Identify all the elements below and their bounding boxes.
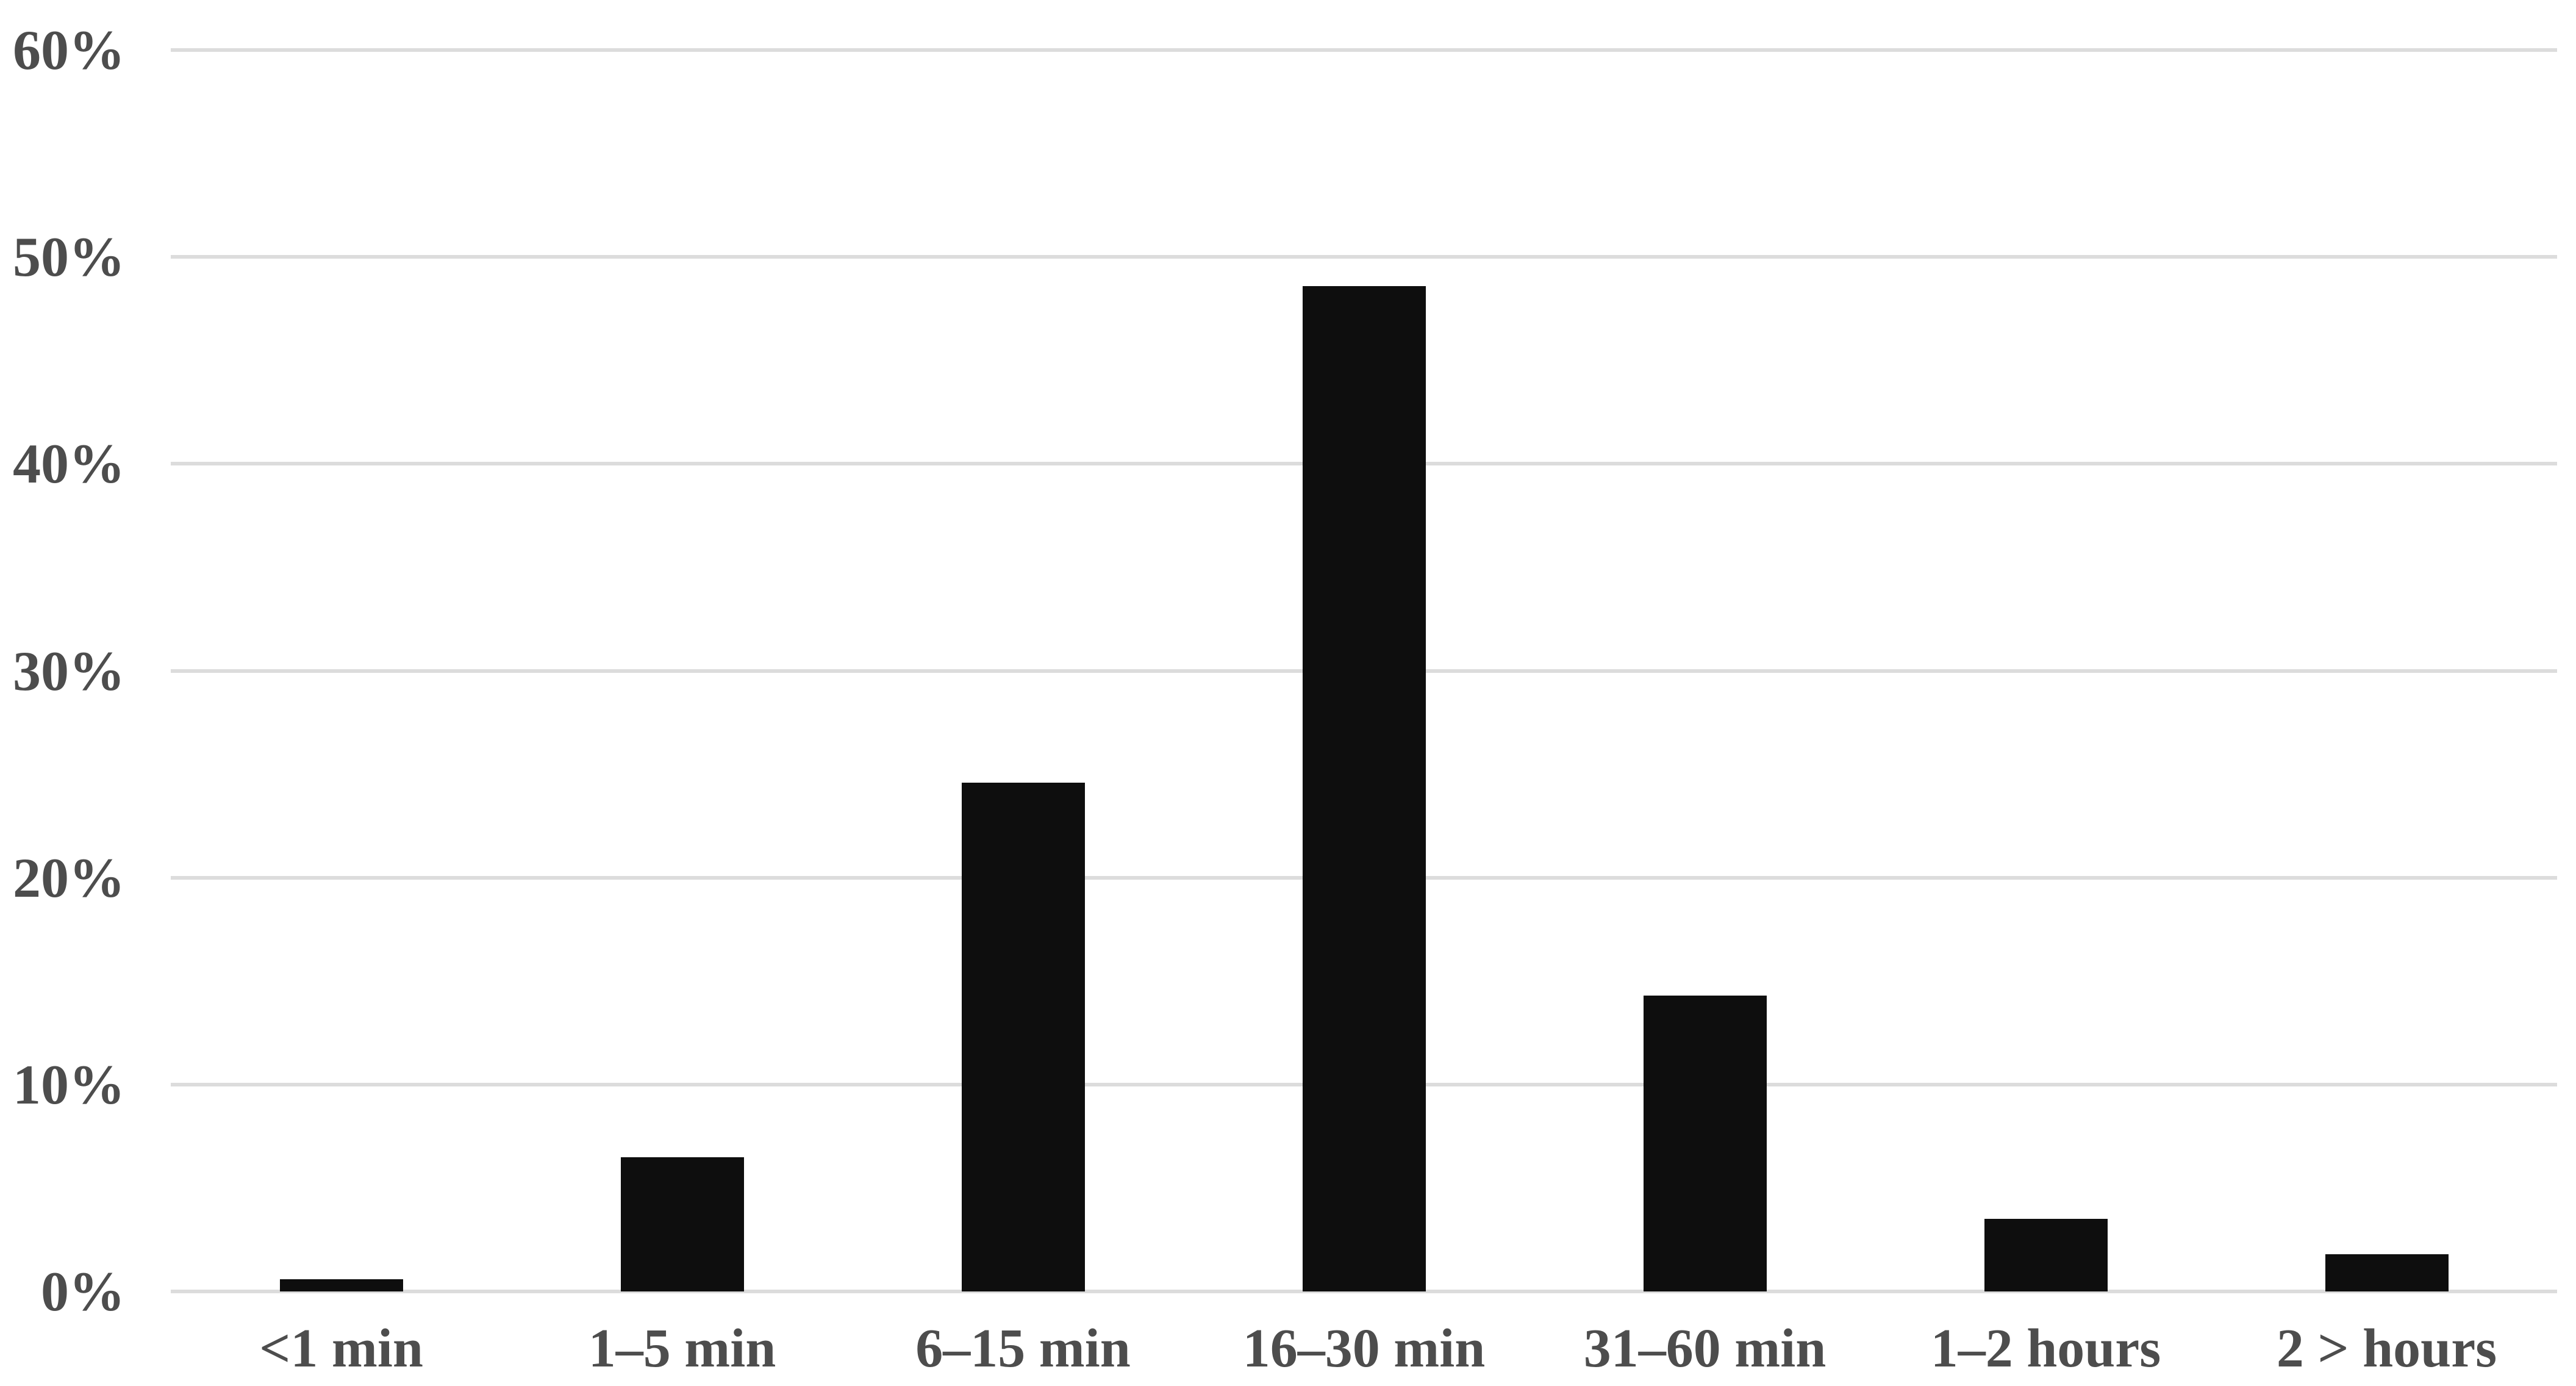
bar-slot	[2216, 50, 2557, 1291]
bar-slot	[1534, 50, 1875, 1291]
bar-slot	[853, 50, 1193, 1291]
bar-slot	[512, 50, 853, 1291]
gridline	[171, 48, 2557, 52]
y-tick-label: 50%	[13, 226, 125, 289]
x-tick-label: 1–5 min	[588, 1318, 776, 1379]
bar-5	[1643, 996, 1767, 1291]
y-tick-label: 40%	[13, 433, 125, 495]
y-axis: 60% 50% 40% 30% 20% 10% 0%	[0, 0, 125, 1386]
gridline	[171, 255, 2557, 259]
bars-row	[171, 50, 2557, 1291]
bar-2	[620, 1157, 744, 1291]
x-axis: <1 min 1–5 min 6–15 min 16–30 min 31–60 min 1…	[171, 1312, 2557, 1386]
bar-6	[1984, 1219, 2108, 1291]
bar-4	[1302, 285, 1426, 1291]
y-tick-label: 20%	[13, 846, 125, 909]
x-tick-label: 2 > hours	[2276, 1318, 2497, 1379]
gridline	[171, 1290, 2557, 1293]
y-tick-label: 0%	[41, 1260, 125, 1323]
bar-1	[279, 1279, 403, 1291]
bar-slot	[1875, 50, 2216, 1291]
x-tick-label: 1–2 hours	[1930, 1318, 2161, 1379]
y-tick-label: 10%	[13, 1053, 125, 1116]
x-tick-label: 16–30 min	[1242, 1318, 1486, 1379]
x-tick-label: 6–15 min	[915, 1318, 1131, 1379]
bar-slot	[1193, 50, 1534, 1291]
y-tick-label: 30%	[13, 639, 125, 702]
bar-slot	[171, 50, 512, 1291]
y-tick-label: 60%	[13, 19, 125, 81]
bar-7	[2325, 1254, 2449, 1291]
bar-3	[961, 782, 1085, 1291]
x-tick-label: 31–60 min	[1583, 1318, 1826, 1379]
x-tick-label: <1 min	[259, 1318, 423, 1379]
plot-area	[171, 48, 2557, 1293]
